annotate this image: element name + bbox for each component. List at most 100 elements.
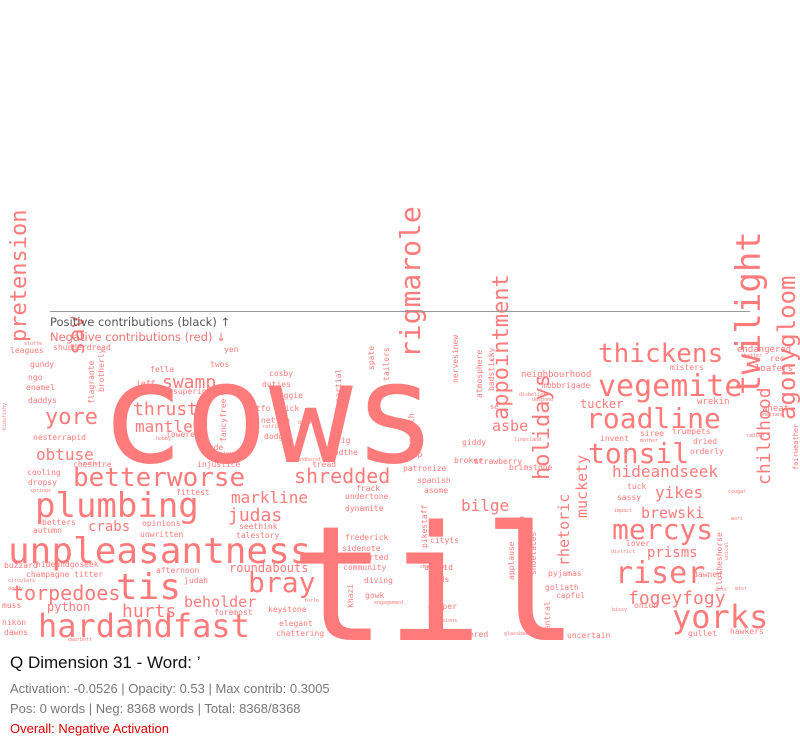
cloud-word-talestory: talestory (236, 531, 280, 540)
cloud-word-patronize: patronize (403, 464, 447, 473)
cloud-word-frack: frack (356, 484, 380, 493)
cloud-word-bilge: bilge (461, 496, 509, 515)
cloud-word-badsticky: badsticky (487, 347, 496, 391)
cloud-word-chattering: chattering (276, 629, 324, 638)
cloud-word-lover: lover (626, 539, 650, 548)
word-count-stats: Pos: 0 words | Neg: 8368 words | Total: … (10, 701, 301, 716)
cloud-word-judah: judah (184, 576, 208, 585)
cloud-word-crabs: crabs (88, 519, 130, 535)
cloud-word-judas: judas (228, 505, 282, 526)
cloud-word-torpedoes: torpedoes (12, 581, 120, 605)
cloud-word-small-anestand: anestand (760, 412, 784, 418)
cloud-word-asbe: asbe (492, 417, 528, 435)
activation-stats: Activation: -0.0526 | Opacity: 0.53 | Ma… (10, 681, 330, 696)
cloud-word-central: central (543, 601, 552, 635)
cloud-word-leagues: leagues (10, 346, 44, 355)
cloud-word-betters: betters (42, 518, 76, 527)
cloud-word-small-linesland: linesland (514, 437, 541, 443)
cloud-word-small-dwarbott: dwarbott (68, 637, 92, 643)
cloud-word-considered: considered (440, 630, 488, 639)
cloud-word-undertone: undertone (345, 492, 389, 501)
cloud-word-siree: siree (640, 429, 664, 438)
cloud-word-shudderdread: shudderdread (53, 343, 111, 352)
cloud-word-small-champions: champions (420, 564, 447, 570)
cloud-word-pretension: pretension (7, 210, 32, 342)
cloud-word-small-stuffe: stuffe (24, 341, 42, 347)
dimension-title: Q Dimension 31 - Word: ’ (10, 653, 201, 672)
cloud-word-appointment: appointment (489, 274, 514, 420)
cloud-word-hideandseek: hideandseek (612, 462, 718, 481)
cloud-word-small-glassbake: glassbake (504, 631, 531, 637)
cloud-word-sassy: sassy (617, 493, 641, 502)
cloud-word-wheat: wheat (762, 404, 789, 414)
cloud-word-betterworse: betterworse (73, 463, 245, 493)
cloud-word-small-hobby: hobby (156, 436, 171, 442)
cloud-word-champagne-titter: champagne titter (26, 570, 103, 579)
cloud-word-nikon: nikon (2, 618, 26, 627)
cloud-word-small-despond: despond (532, 397, 553, 403)
cloud-word-unpleasantness: unpleasantness (8, 531, 311, 572)
cloud-word-bray: bray (248, 566, 315, 599)
cloud-word-onion: onion (634, 601, 658, 610)
cloud-word-uncertain: uncertain (567, 631, 611, 640)
cloud-word-daddys: daddys (28, 396, 57, 405)
cloud-word-gtfo-chick: gtfo chick (251, 404, 299, 413)
cloud-word-cosby: cosby (269, 369, 293, 378)
cloud-word-khazi: khazi (346, 584, 355, 608)
cloud-word-roadline: roadline (586, 402, 721, 435)
cloud-word-afternoon: afternoon (156, 566, 200, 575)
cloud-word-loafers: loafers (755, 364, 793, 374)
cloud-word-duties: duties (262, 380, 291, 389)
cloud-word-swamp: swamp (162, 372, 216, 393)
cloud-word-invent: invent (600, 434, 629, 443)
cloud-word-small-bissy: bissy (612, 607, 627, 613)
cloud-word-unwritten: unwritten (140, 530, 184, 539)
cloud-word-roundabouts: roundabouts (229, 561, 308, 575)
cloud-word-yorks: yorks (672, 598, 768, 636)
cloud-word-small-stutter: stutter (80, 461, 101, 467)
cloud-word-small-district: district (611, 549, 635, 555)
cloud-word-small-circulars: circulars (8, 578, 35, 584)
cloud-word-brotherly: brotherly (97, 348, 106, 392)
cloud-word-small-wori: wori (731, 516, 743, 522)
cloud-word-small-engagement: engagement (374, 600, 404, 606)
cloud-word-diving: diving (364, 576, 393, 585)
cloud-word-nervesinew: nervesinew (451, 335, 460, 383)
cloud-word-shredded: shredded (294, 464, 390, 488)
cloud-word-tonsil: tonsil (588, 437, 689, 470)
cloud-word-superiority: superiority (173, 387, 226, 396)
cloud-word-small-doody: doody (8, 586, 23, 592)
cloud-word-cityts: cityts (430, 536, 459, 545)
legend-negative: Negative contributions (red) ↓ (50, 330, 226, 344)
cloud-word-dads: dads (430, 575, 449, 584)
cloud-word-elegant: elegant (279, 619, 313, 628)
cloud-word-small-mist: mist (735, 586, 747, 592)
cloud-word-atmosphere: atmosphere (475, 350, 484, 398)
cloud-word-trumpets: trumpets (672, 427, 711, 436)
cloud-word-thrust: thrust (133, 399, 198, 420)
cloud-word-tread: tread (312, 460, 336, 469)
cloud-word-shoelaces: shoelaces (529, 531, 538, 575)
cloud-word-gowk: gowk (365, 591, 384, 600)
cloud-word-spate: spate (367, 346, 376, 370)
cloud-word-converted: converted (345, 553, 389, 562)
cloud-word-doggie: doggie (274, 391, 303, 400)
cloud-word-dropsy: dropsy (28, 478, 57, 487)
cloud-word-hardandfast: hardandfast (38, 607, 250, 645)
cloud-word-kumara: kumara (517, 516, 526, 545)
cloud-word-neighbourhood: neighbourhood (521, 370, 591, 380)
cloud-word-small-kidsfishy: kidsfishy (2, 403, 8, 430)
cloud-word-sidenote: sidenote (342, 544, 381, 553)
cloud-word-python: python (47, 600, 90, 614)
cloud-word-rigmarole: rigmarole (394, 206, 427, 358)
cloud-word-capful: capful (556, 591, 585, 600)
cloud-word-small-springs: springs (30, 488, 51, 494)
cloud-word-injustice: injustice (197, 460, 241, 469)
cloud-word-fittest: fittest (176, 488, 210, 497)
cloud-word-vegemite: vegemite (598, 369, 743, 404)
cloud-word-broker: broker (454, 456, 483, 465)
cloud-word-mercys: mercys (612, 513, 713, 546)
cloud-word-frederick: frederick (345, 533, 389, 542)
cloud-word-godthe: godthe (329, 448, 358, 457)
cloud-word-obtuse: obtuse (36, 445, 94, 464)
